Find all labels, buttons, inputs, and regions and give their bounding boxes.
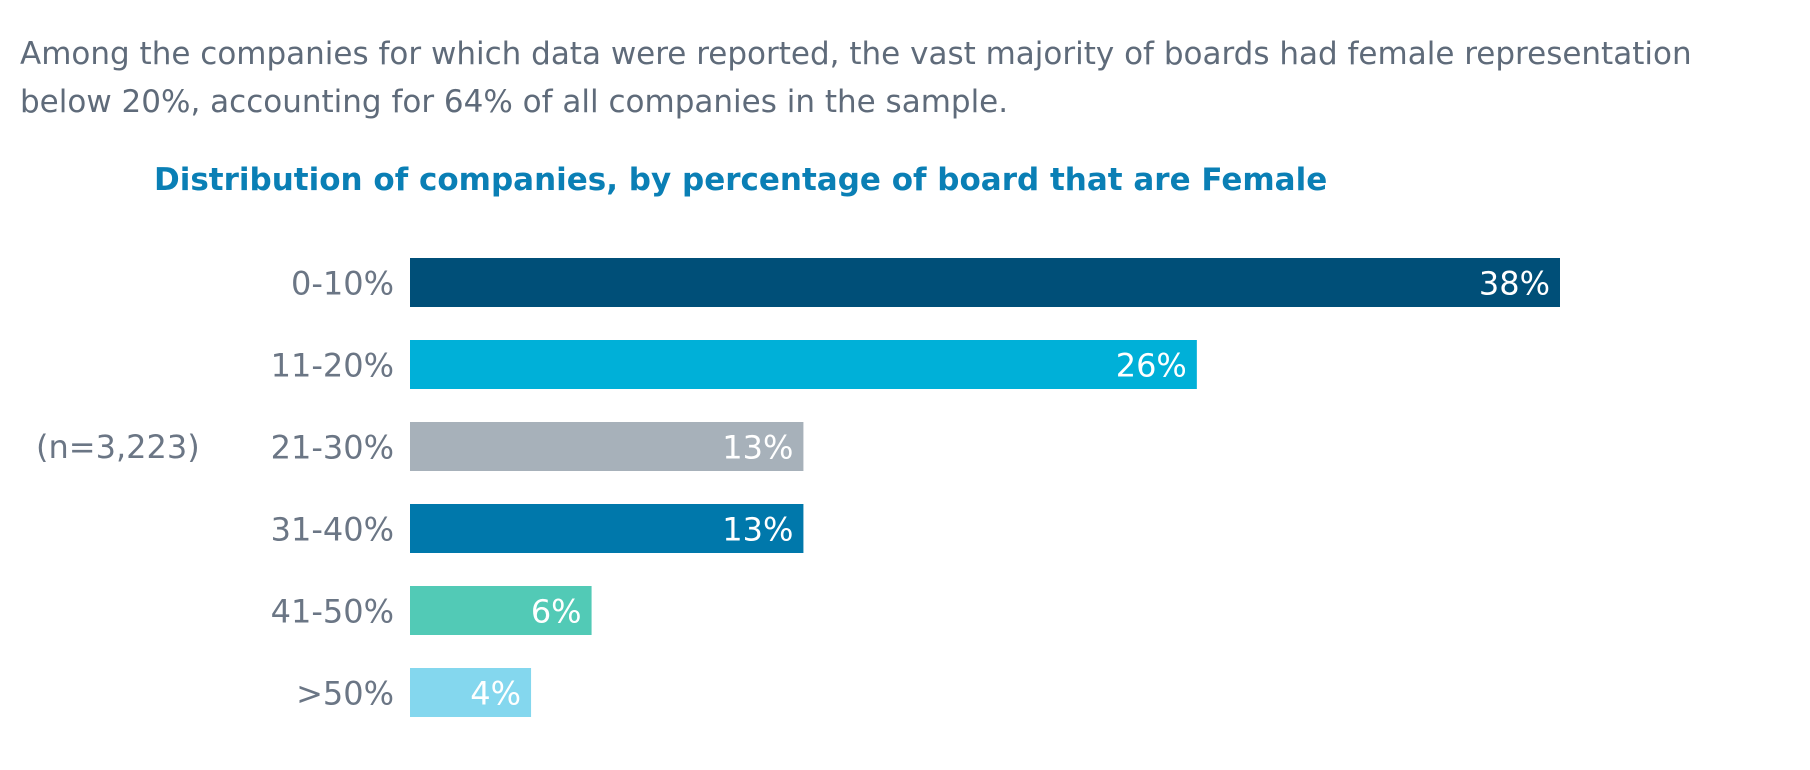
category-label-2: 21-30%: [271, 429, 394, 467]
bar-5: [410, 668, 532, 717]
bar-2: [410, 422, 804, 471]
value-label-4: 6%: [531, 593, 582, 631]
bar-4: [410, 586, 592, 635]
bar-1: [410, 340, 1197, 389]
value-label-5: 4%: [470, 675, 521, 713]
category-label-3: 31-40%: [271, 511, 394, 549]
category-label-5: >50%: [296, 675, 394, 713]
category-label-0: 0-10%: [291, 265, 394, 303]
bar-3: [410, 504, 804, 553]
value-label-0: 38%: [1479, 265, 1550, 303]
value-label-3: 13%: [722, 511, 793, 549]
chart-title: Distribution of companies, by percentage…: [154, 162, 1328, 198]
sample-size-note: (n=3,223): [36, 428, 200, 466]
value-label-2: 13%: [722, 429, 793, 467]
category-label-4: 41-50%: [271, 593, 394, 631]
bar-0: [410, 258, 1560, 307]
intro-text: Among the companies for which data were …: [20, 36, 1692, 120]
category-label-1: 11-20%: [271, 347, 394, 385]
value-label-1: 26%: [1116, 347, 1187, 385]
